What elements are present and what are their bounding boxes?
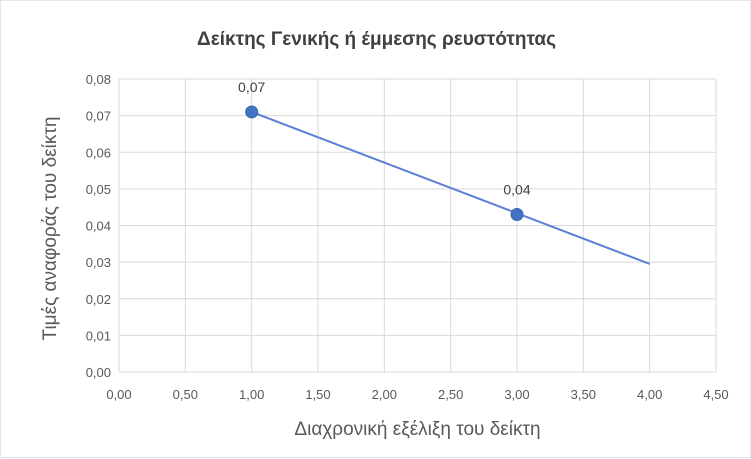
x-tick-label: 2,50 (438, 387, 463, 402)
y-tick-label: 0,02 (86, 292, 111, 307)
y-tick-label: 0,00 (86, 365, 111, 380)
x-tick-label: 4,50 (703, 387, 728, 402)
x-tick-label: 3,50 (571, 387, 596, 402)
y-tick-label: 0,08 (86, 72, 111, 87)
y-tick-label: 0,04 (86, 219, 111, 234)
data-points (245, 105, 524, 222)
y-tick-label: 0,07 (86, 109, 111, 124)
data-point (510, 208, 524, 222)
x-tick-label: 0,50 (173, 387, 198, 402)
x-tick-label: 3,00 (504, 387, 529, 402)
data-label: 0,04 (503, 182, 530, 198)
y-tick-label: 0,01 (86, 328, 111, 343)
y-axis-title: Τιμές αναφοράς του δείκτη (40, 117, 61, 341)
x-tick-label: 1,50 (305, 387, 330, 402)
trendline (251, 111, 651, 265)
trendline-layer (251, 111, 651, 265)
data-point (245, 105, 259, 119)
grid-lines (118, 78, 717, 373)
x-axis-title: Διαχρονική εξέλιξη του δείκτη (294, 419, 540, 440)
y-tick-label: 0,06 (86, 145, 111, 160)
y-tick-label: 0,03 (86, 255, 111, 270)
data-labels: 0,07 0,04 (238, 79, 531, 198)
x-tick-label: 0,00 (106, 387, 131, 402)
x-axis-ticks: 0,00 0,50 1,00 1,50 2,00 2,50 3,00 3,50 4,00 4,50 (106, 387, 728, 402)
x-tick-label: 1,00 (239, 387, 264, 402)
y-axis-ticks: 0,00 0,01 0,02 0,03 0,04 0,05 0,06 0,07 0,08 (86, 72, 111, 380)
x-tick-label: 4,00 (637, 387, 662, 402)
y-tick-label: 0,05 (86, 182, 111, 197)
chart-title: Δείκτης Γενικής ή έμμεσης ρευστότητας (197, 29, 556, 50)
data-label: 0,07 (238, 79, 265, 95)
x-tick-label: 2,00 (372, 387, 397, 402)
